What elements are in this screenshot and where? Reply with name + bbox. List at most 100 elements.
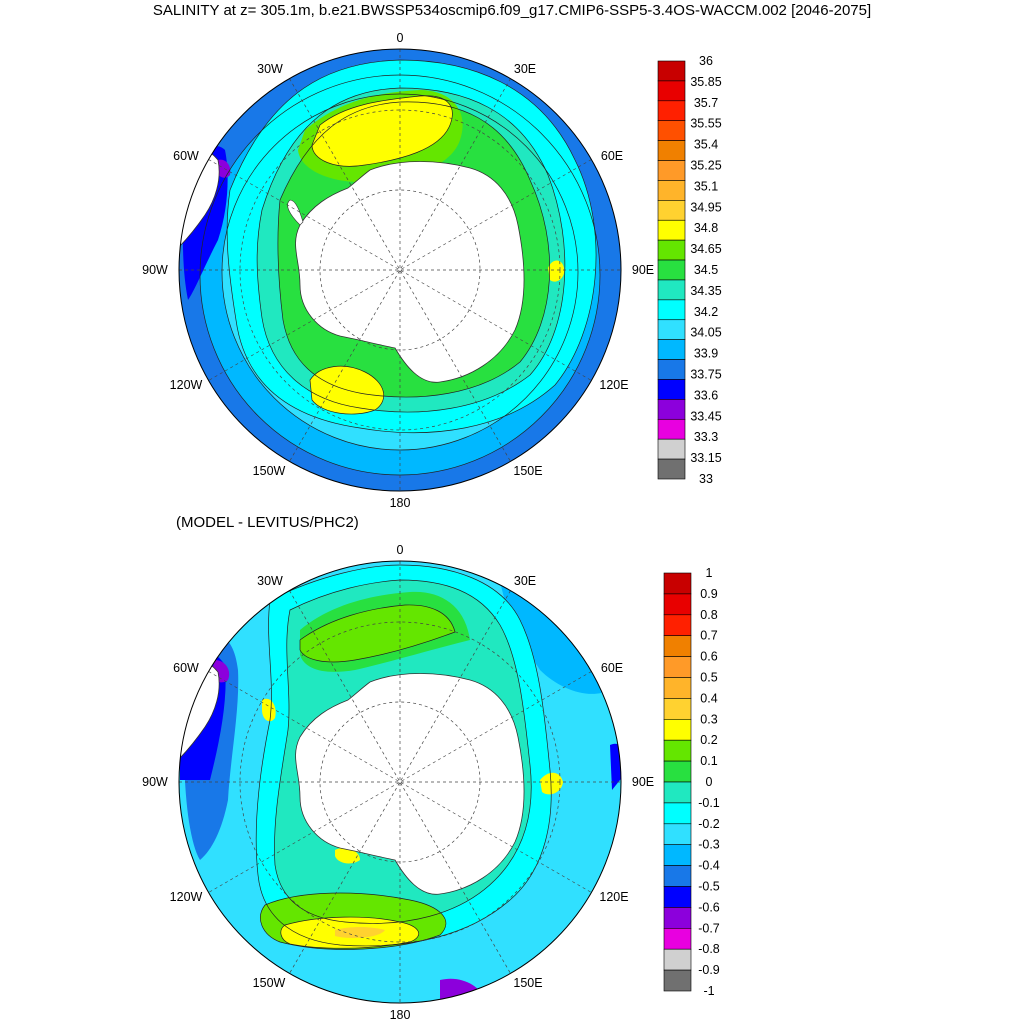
difference-panel-title: (MODEL - LEVITUS/PHC2) — [176, 514, 359, 531]
colorbar-swatch — [663, 927, 692, 950]
map-boundary — [178, 48, 622, 492]
colorbar-swatch — [663, 907, 692, 929]
colorbar-swatch — [663, 718, 692, 741]
lon-label: 120W — [170, 890, 203, 904]
lon-label: 90W — [142, 263, 168, 277]
colorbar-tick-label: 33.6 — [694, 388, 718, 402]
colorbar-swatch — [657, 299, 686, 321]
colorbar-tick-label: 0.6 — [700, 650, 717, 664]
colorbar-swatch — [663, 760, 692, 783]
colorbar-swatch — [663, 656, 692, 678]
lon-label: 60W — [173, 149, 199, 163]
lon-label: 120E — [599, 890, 628, 904]
colorbar-swatch — [663, 802, 692, 825]
colorbar-tick-label: 35.85 — [690, 75, 721, 89]
colorbar-swatch — [663, 593, 692, 616]
colorbar-swatch — [657, 399, 686, 420]
colorbar-swatch — [657, 279, 686, 301]
colorbar-tick-label: 33.75 — [690, 368, 721, 382]
colorbar-tick-label: 36 — [699, 54, 713, 68]
lon-label: 180 — [390, 496, 411, 510]
colorbar-swatch — [657, 160, 686, 181]
lon-label: 30E — [514, 62, 536, 76]
lon-label: 60W — [173, 661, 199, 675]
difference-polar-map: 0 30E 60E 90E 120E 150E 180 150W 120W 90… — [142, 543, 654, 1022]
longitude-labels: 0 30E 60E 90E 120E 150E 180 150W 120W 90… — [142, 31, 654, 510]
colorbar-tick-label: 0.1 — [700, 754, 717, 768]
colorbar-swatch — [657, 379, 686, 400]
colorbar-swatch — [663, 677, 692, 699]
colorbar-tick-label: 33.15 — [690, 451, 721, 465]
colorbar-swatch — [657, 319, 686, 340]
colorbar-swatch — [657, 259, 686, 281]
map-boundary — [178, 560, 622, 1004]
colorbar-swatch — [657, 120, 686, 141]
colorbar-tick-label: 34.65 — [690, 242, 721, 256]
colorbar-tick-label: -0.7 — [698, 921, 720, 935]
colorbar-tick-label: 34.35 — [690, 284, 721, 298]
colorbar-swatch — [657, 219, 686, 241]
colorbar-tick-label: 0.4 — [700, 691, 717, 705]
difference-colorbar: 1 0.9 0.8 0.7 0.6 0.5 0.4 0.3 0.2 0.1 0 -0.1 -0.2 -0.… — [663, 566, 720, 998]
colorbar-swatch — [663, 886, 692, 908]
colorbar-tick-label: 34.5 — [694, 263, 718, 277]
colorbar-swatch — [657, 180, 686, 201]
colorbar-tick-label: 34.8 — [694, 221, 718, 235]
difference-field — [179, 561, 621, 1003]
salinity-field — [179, 49, 621, 491]
lon-label: 60E — [601, 661, 623, 675]
colorbar-tick-label: -0.2 — [698, 817, 720, 831]
colorbar-tick-label: 0.8 — [700, 608, 717, 622]
colorbar-tick-label: 35.55 — [690, 117, 721, 131]
lon-label: 150W — [253, 464, 286, 478]
colorbar-tick-label: 34.05 — [690, 326, 721, 340]
colorbar-tick-label: 33.9 — [694, 347, 718, 361]
colorbar-swatch — [657, 458, 686, 480]
colorbar-swatch — [663, 635, 692, 657]
colorbar-swatch — [663, 572, 692, 595]
colorbar-tick-label: 33 — [699, 472, 713, 486]
lon-label: 90E — [632, 263, 654, 277]
colorbar-tick-label: 0.2 — [700, 733, 717, 747]
colorbar-tick-label: -0.3 — [698, 838, 720, 852]
colorbar-tick-label: -0.4 — [698, 859, 720, 873]
lon-label: 30W — [257, 574, 283, 588]
lon-label: 150E — [513, 976, 542, 990]
colorbar-swatch — [657, 200, 686, 221]
lon-label: 30E — [514, 574, 536, 588]
colorbar-tick-label: -0.6 — [698, 900, 720, 914]
colorbar-swatch — [657, 80, 686, 102]
salinity-polar-map: 0 30E 60E 90E 120E 150E 180 150W 120W 90… — [142, 31, 654, 510]
colorbar-tick-label: 35.1 — [694, 179, 718, 193]
colorbar-tick-label: 35.7 — [694, 96, 718, 110]
colorbar-swatch — [657, 100, 686, 122]
colorbar-swatch — [663, 739, 692, 762]
colorbar-swatch — [657, 140, 686, 161]
lon-label: 150W — [253, 976, 286, 990]
lon-label: 90E — [632, 775, 654, 789]
colorbar-swatch — [663, 865, 692, 887]
colorbar-swatch — [657, 239, 686, 261]
lon-label: 90W — [142, 775, 168, 789]
lon-label: 120W — [170, 378, 203, 392]
colorbar-swatch — [657, 438, 686, 460]
colorbar-tick-label: -0.8 — [698, 942, 720, 956]
lon-label: 180 — [390, 1008, 411, 1022]
figure-title: SALINITY at z= 305.1m, b.e21.BWSSP534osc… — [152, 2, 872, 19]
colorbar-tick-label: 0.7 — [700, 629, 717, 643]
lon-label: 120E — [599, 378, 628, 392]
colorbar-swatch — [663, 844, 692, 866]
colorbar-tick-label: 0.3 — [700, 712, 717, 726]
lon-label: 0 — [397, 31, 404, 45]
salinity-colorbar: 36 35.85 35.7 35.55 35.4 35.25 35.1 34.95 34.8 34… — [657, 54, 722, 486]
colorbar-tick-label: -0.5 — [698, 880, 720, 894]
colorbar-swatch — [663, 698, 692, 720]
colorbar-swatch — [663, 948, 692, 971]
colorbar-tick-label: 33.3 — [694, 430, 718, 444]
colorbar-swatch — [663, 823, 692, 845]
colorbar-swatch — [657, 418, 686, 440]
colorbar-tick-label: -0.9 — [698, 963, 720, 977]
colorbar-tick-label: 0.9 — [700, 587, 717, 601]
longitude-labels: 0 30E 60E 90E 120E 150E 180 150W 120W 90… — [142, 543, 654, 1022]
